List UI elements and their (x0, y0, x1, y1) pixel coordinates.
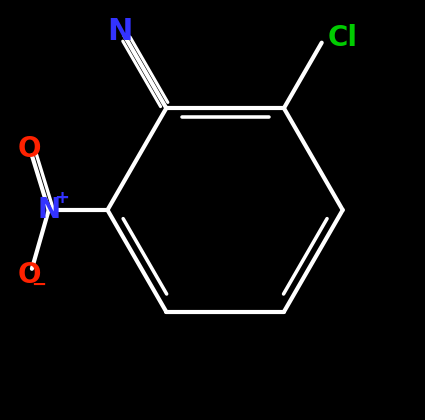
Text: −: − (31, 276, 46, 294)
Text: Cl: Cl (328, 24, 358, 52)
Text: O: O (18, 135, 42, 163)
Text: +: + (54, 189, 69, 207)
Text: O: O (18, 261, 42, 289)
Text: N: N (108, 17, 133, 46)
Text: N: N (37, 196, 60, 224)
